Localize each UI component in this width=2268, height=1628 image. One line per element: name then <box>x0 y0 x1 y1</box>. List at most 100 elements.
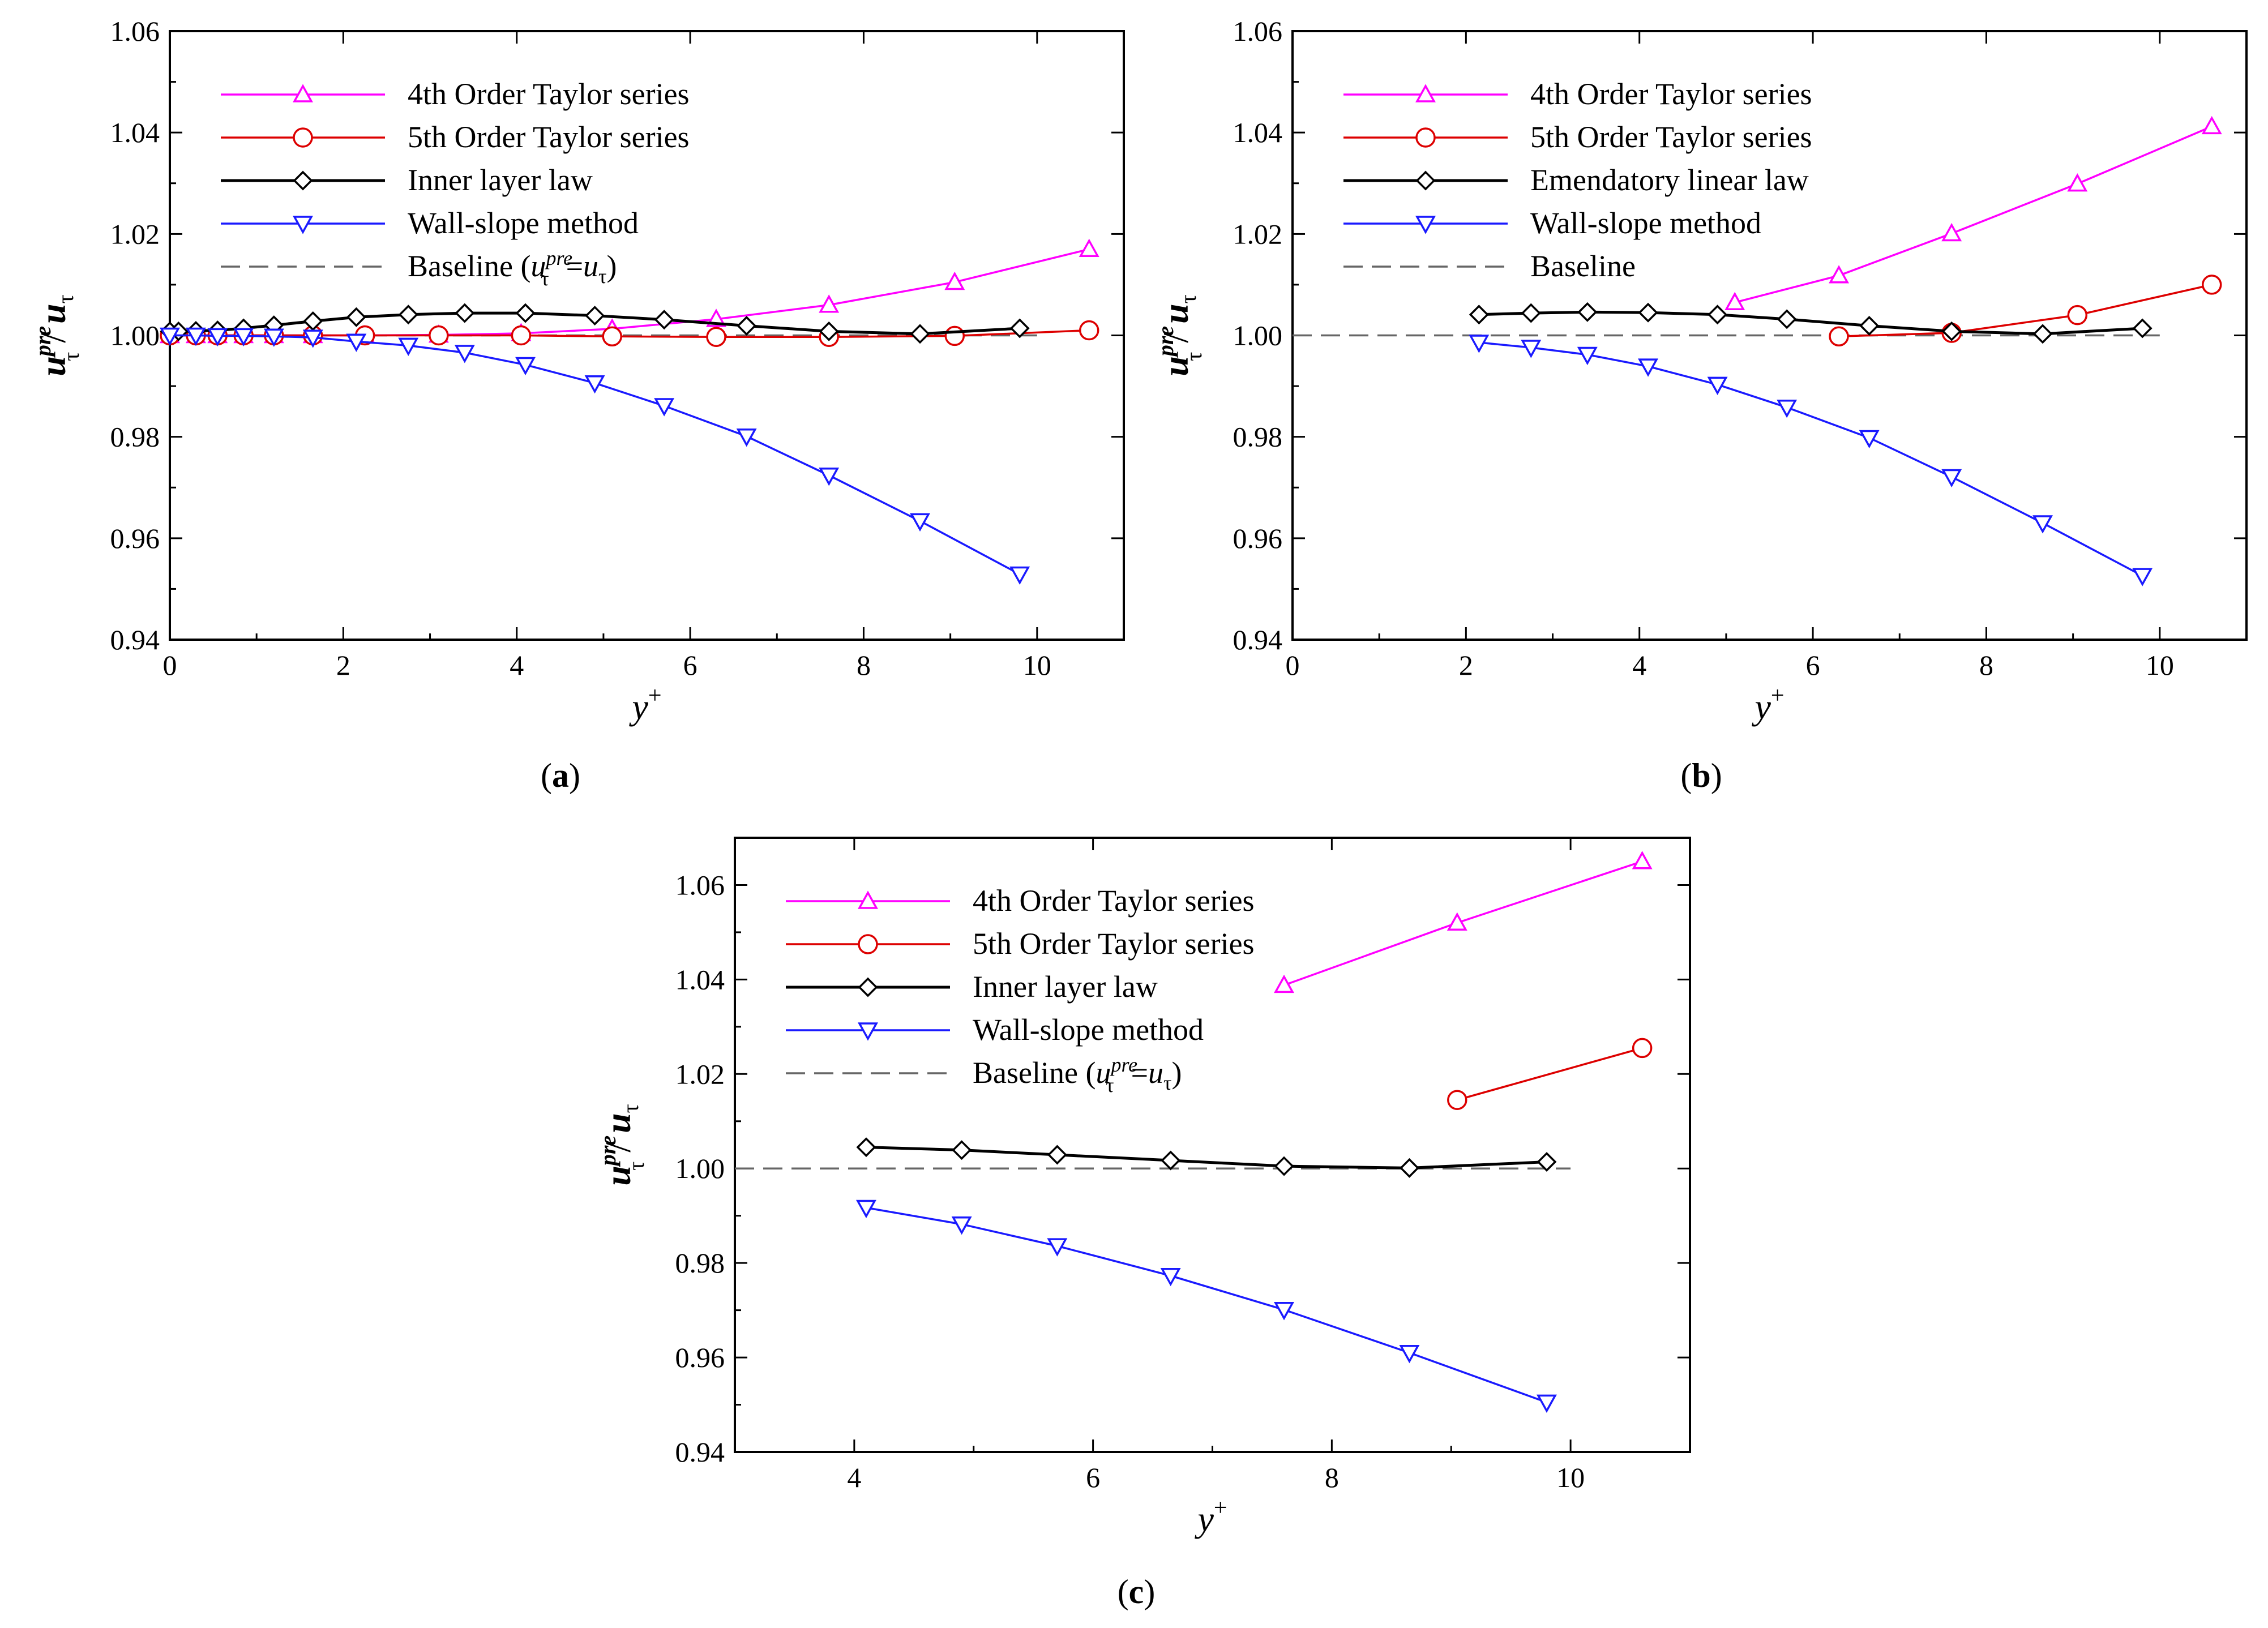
x-tick-label: 0 <box>1286 649 1300 681</box>
y-tick-label: 1.00 <box>1233 320 1283 352</box>
data-point <box>951 1216 972 1235</box>
legend-label: 4th Order Taylor series <box>408 77 690 111</box>
data-point <box>1274 974 1294 993</box>
legend-marker <box>858 934 878 954</box>
data-point <box>1399 1158 1419 1178</box>
data-point <box>398 305 418 325</box>
data-point <box>1859 316 1880 336</box>
data-point <box>511 325 532 346</box>
x-tick-label: 6 <box>1086 1462 1100 1493</box>
legend-label: Emendatory linear law <box>1530 163 1809 197</box>
x-tick-label: 6 <box>1806 649 1820 681</box>
data-point <box>515 357 536 376</box>
legend-label: Wall-slope method <box>973 1013 1204 1047</box>
legend-marker <box>1415 127 1436 148</box>
data-point <box>1079 238 1099 257</box>
data-point <box>1859 430 1880 449</box>
legend: 4th Order Taylor series 5th Order Taylor … <box>1343 77 1812 283</box>
x-tick-label: 8 <box>857 649 871 681</box>
x-tick-label: 10 <box>2146 649 2174 681</box>
x-axis-label: y+ <box>1751 683 1784 727</box>
y-tick-label: 0.94 <box>110 624 160 656</box>
data-point <box>233 328 254 346</box>
data-point <box>1829 265 1850 284</box>
data-point <box>1632 1038 1653 1059</box>
data-point <box>584 375 605 394</box>
series-black <box>856 1137 1557 1178</box>
y-tick-label: 1.00 <box>675 1153 725 1184</box>
data-point <box>1274 1156 1294 1176</box>
data-point <box>654 310 674 330</box>
legend-label: Inner layer law <box>973 970 1158 1004</box>
data-point <box>952 1140 972 1160</box>
data-point <box>207 328 228 346</box>
data-point <box>1632 851 1653 869</box>
x-tick-label: 10 <box>1556 1462 1585 1493</box>
series-blue <box>855 1199 1557 1413</box>
data-point <box>1079 320 1099 341</box>
legend-label: 5th Order Taylor series <box>1530 120 1812 154</box>
data-point <box>303 311 323 331</box>
data-point <box>654 398 675 417</box>
legend-marker <box>858 1022 878 1041</box>
data-point <box>302 329 323 348</box>
data-point <box>1447 1090 1467 1110</box>
data-point <box>1160 1267 1181 1287</box>
data-point <box>1707 376 1728 395</box>
x-axis-label: y+ <box>628 683 661 727</box>
legend-marker <box>293 127 313 148</box>
x-tick-label: 2 <box>336 649 350 681</box>
x-tick-label: 6 <box>683 649 697 681</box>
data-point <box>1829 326 1849 347</box>
y-tick-label: 1.04 <box>675 963 725 995</box>
legend-marker <box>1415 170 1436 191</box>
data-point <box>944 271 965 290</box>
panel-label: (c) <box>1118 1573 1156 1610</box>
data-point <box>706 327 726 347</box>
y-tick-label: 1.06 <box>110 15 160 47</box>
y-tick-label: 0.96 <box>675 1342 725 1373</box>
data-point <box>185 327 206 346</box>
x-tick-label: 10 <box>1023 649 1051 681</box>
y-tick-label: 0.96 <box>110 522 160 554</box>
data-point <box>1577 302 1598 322</box>
y-tick-label: 1.02 <box>1233 218 1283 250</box>
data-point <box>398 337 419 357</box>
data-point <box>1536 1394 1557 1413</box>
data-point <box>1469 335 1490 353</box>
x-tick-label: 0 <box>163 649 177 681</box>
x-tick-label: 4 <box>847 1462 861 1493</box>
y-tick-label: 0.94 <box>675 1436 725 1468</box>
legend-marker <box>1415 84 1436 102</box>
y-axis-label: upreτ / uτ <box>595 1104 649 1185</box>
legend-label: 5th Order Taylor series <box>973 927 1255 961</box>
data-point <box>346 307 366 327</box>
data-point <box>1009 566 1030 585</box>
data-point <box>855 1199 876 1219</box>
x-tick-label: 8 <box>1979 649 1993 681</box>
data-point <box>1521 303 1541 323</box>
panel-label: (a) <box>541 757 580 794</box>
data-point <box>454 345 475 363</box>
x-tick-label: 8 <box>1325 1462 1339 1493</box>
data-point <box>819 294 840 313</box>
legend-label: 4th Order Taylor series <box>973 884 1255 918</box>
series-magenta <box>1274 851 1653 993</box>
x-axis-label: y+ <box>1194 1495 1227 1539</box>
data-point <box>2032 324 2053 344</box>
data-point <box>585 306 605 326</box>
data-point <box>1777 309 1797 329</box>
data-point <box>1161 1150 1181 1171</box>
data-point <box>2201 115 2222 135</box>
legend-label: Baseline <box>1530 249 1636 283</box>
legend-label: 5th Order Taylor series <box>408 120 690 154</box>
data-point <box>1537 1152 1557 1172</box>
y-axis-label: upreτ / uτ <box>1153 294 1206 376</box>
data-point <box>910 513 930 532</box>
data-point <box>160 327 180 346</box>
data-point <box>737 316 757 336</box>
data-point <box>602 326 622 347</box>
data-point <box>944 325 965 346</box>
data-point <box>856 1137 876 1158</box>
